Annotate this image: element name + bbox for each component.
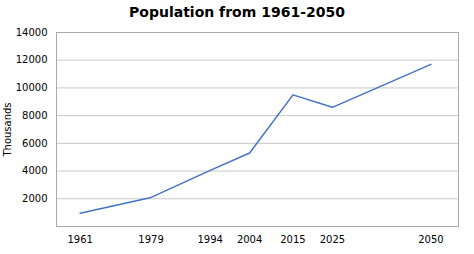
svg-text:6000: 6000: [22, 138, 47, 149]
svg-text:1994: 1994: [197, 234, 222, 245]
svg-text:2004: 2004: [237, 234, 262, 245]
svg-text:8000: 8000: [22, 110, 47, 121]
svg-text:2025: 2025: [320, 234, 345, 245]
svg-text:4000: 4000: [22, 165, 47, 176]
html-text:Population from 1961-2050: Population from 1961-2050: [129, 4, 345, 20]
svg-text:2050: 2050: [418, 234, 443, 245]
svg-text:10000: 10000: [16, 82, 48, 93]
svg-text:12000: 12000: [16, 54, 48, 65]
svg-text:Thousands: Thousands: [2, 102, 13, 157]
svg-text:14000: 14000: [16, 27, 48, 38]
svg-text:2015: 2015: [280, 234, 305, 245]
svg-text:1979: 1979: [138, 234, 163, 245]
svg-text:2000: 2000: [22, 193, 47, 204]
svg-text:1961: 1961: [67, 234, 92, 245]
